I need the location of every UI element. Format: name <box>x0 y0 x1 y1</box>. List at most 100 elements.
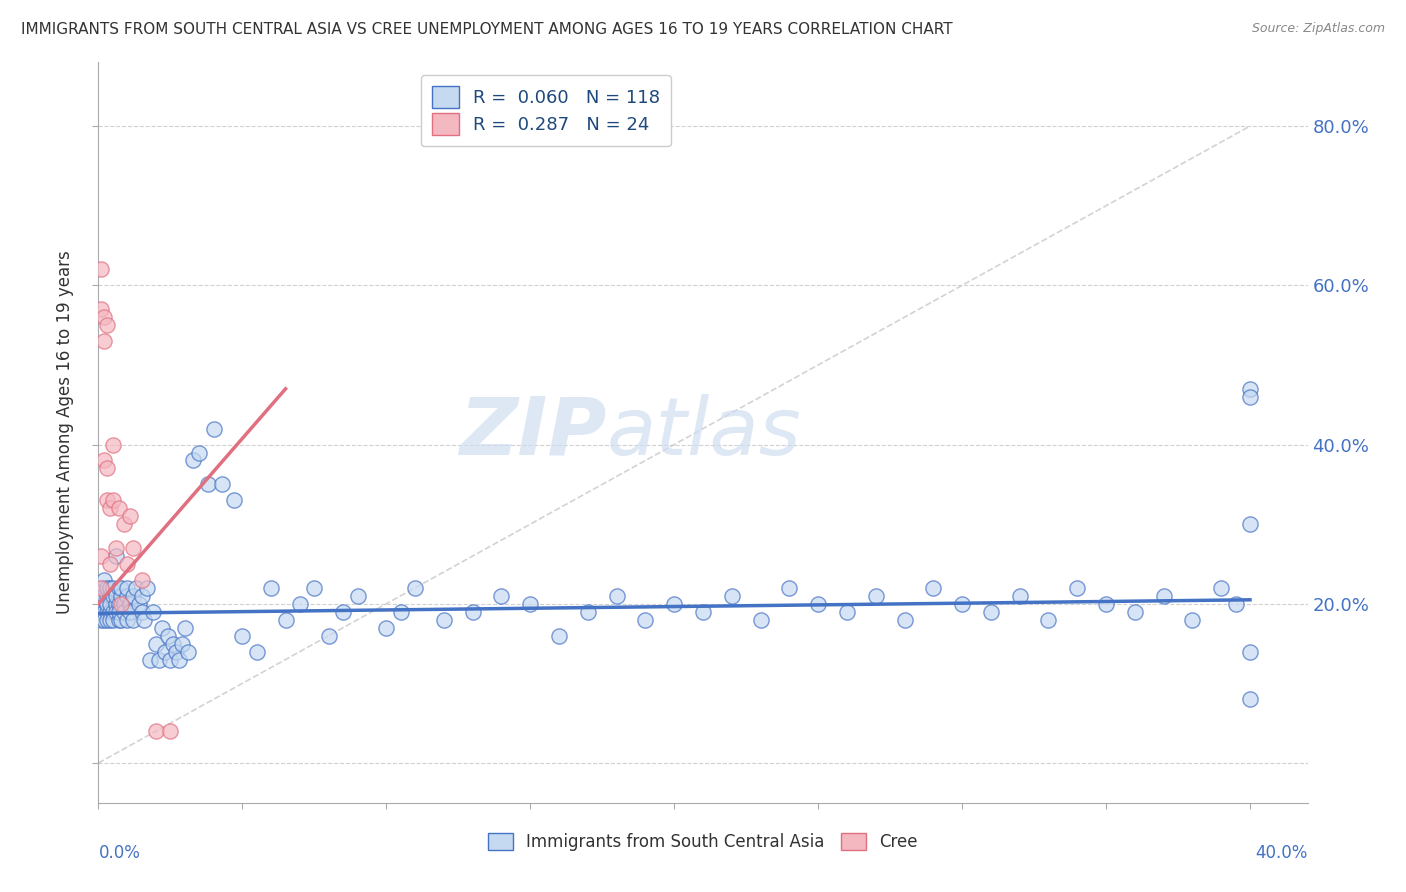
Point <box>96 461 118 475</box>
Point <box>90 581 112 595</box>
Point <box>807 597 830 611</box>
Point <box>346 589 368 603</box>
Point <box>93 597 115 611</box>
Point <box>1038 613 1060 627</box>
Point <box>104 549 127 563</box>
Point <box>90 597 112 611</box>
Point <box>90 589 112 603</box>
Point <box>93 310 115 325</box>
Point <box>93 589 115 603</box>
Point <box>93 605 115 619</box>
Point <box>96 613 118 627</box>
Point <box>90 262 112 277</box>
Point <box>136 581 159 595</box>
Point <box>404 581 426 595</box>
Point <box>104 605 127 619</box>
Point <box>90 605 112 619</box>
Point <box>231 629 253 643</box>
Point <box>107 605 129 619</box>
Point <box>159 724 181 739</box>
Point <box>950 597 973 611</box>
Point <box>98 613 121 627</box>
Point <box>188 445 211 459</box>
Point <box>491 589 513 603</box>
Point <box>167 652 190 666</box>
Point <box>1123 605 1146 619</box>
Point <box>101 581 124 595</box>
Point <box>389 605 412 619</box>
Point <box>131 573 153 587</box>
Point <box>145 637 167 651</box>
Point <box>96 318 118 333</box>
Point <box>835 605 858 619</box>
Point <box>692 605 714 619</box>
Point <box>93 613 115 627</box>
Point <box>98 581 121 595</box>
Point <box>1095 597 1118 611</box>
Point <box>664 597 686 611</box>
Point <box>1225 597 1247 611</box>
Point <box>101 589 124 603</box>
Point <box>104 541 127 555</box>
Point <box>107 597 129 611</box>
Text: 0.0%: 0.0% <box>98 844 141 862</box>
Point <box>98 605 121 619</box>
Point <box>288 597 311 611</box>
Point <box>96 493 118 508</box>
Point <box>104 597 127 611</box>
Point <box>110 597 132 611</box>
Point <box>1211 581 1233 595</box>
Legend: Immigrants from South Central Asia, Cree: Immigrants from South Central Asia, Cree <box>481 826 925 857</box>
Point <box>122 541 145 555</box>
Point <box>202 422 225 436</box>
Point <box>176 644 198 658</box>
Point <box>433 613 456 627</box>
Point <box>170 637 193 651</box>
Point <box>153 644 176 658</box>
Point <box>112 597 135 611</box>
Point <box>115 581 138 595</box>
Point <box>1153 589 1175 603</box>
Point <box>148 652 170 666</box>
Point <box>304 581 326 595</box>
Point <box>107 613 129 627</box>
Point <box>1239 382 1261 396</box>
Point <box>93 453 115 467</box>
Point <box>606 589 628 603</box>
Point <box>778 581 800 595</box>
Point <box>548 629 571 643</box>
Point <box>375 621 398 635</box>
Point <box>173 621 195 635</box>
Point <box>246 644 269 658</box>
Point <box>98 501 121 516</box>
Point <box>107 501 129 516</box>
Point <box>96 605 118 619</box>
Point <box>122 589 145 603</box>
Point <box>197 477 219 491</box>
Point <box>1066 581 1088 595</box>
Point <box>260 581 283 595</box>
Point <box>634 613 657 627</box>
Point <box>150 621 173 635</box>
Point <box>112 517 135 532</box>
Point <box>98 597 121 611</box>
Point <box>125 581 148 595</box>
Point <box>142 605 165 619</box>
Point <box>96 597 118 611</box>
Point <box>96 597 118 611</box>
Text: ZIP: ZIP <box>458 393 606 472</box>
Point <box>1239 692 1261 706</box>
Text: atlas: atlas <box>606 393 801 472</box>
Point <box>922 581 945 595</box>
Point <box>122 613 145 627</box>
Point <box>1181 613 1204 627</box>
Point <box>101 437 124 451</box>
Text: 40.0%: 40.0% <box>1256 844 1308 862</box>
Point <box>749 613 772 627</box>
Point <box>145 724 167 739</box>
Point <box>120 605 142 619</box>
Point <box>90 549 112 563</box>
Point <box>461 605 484 619</box>
Point <box>865 589 887 603</box>
Point <box>183 453 205 467</box>
